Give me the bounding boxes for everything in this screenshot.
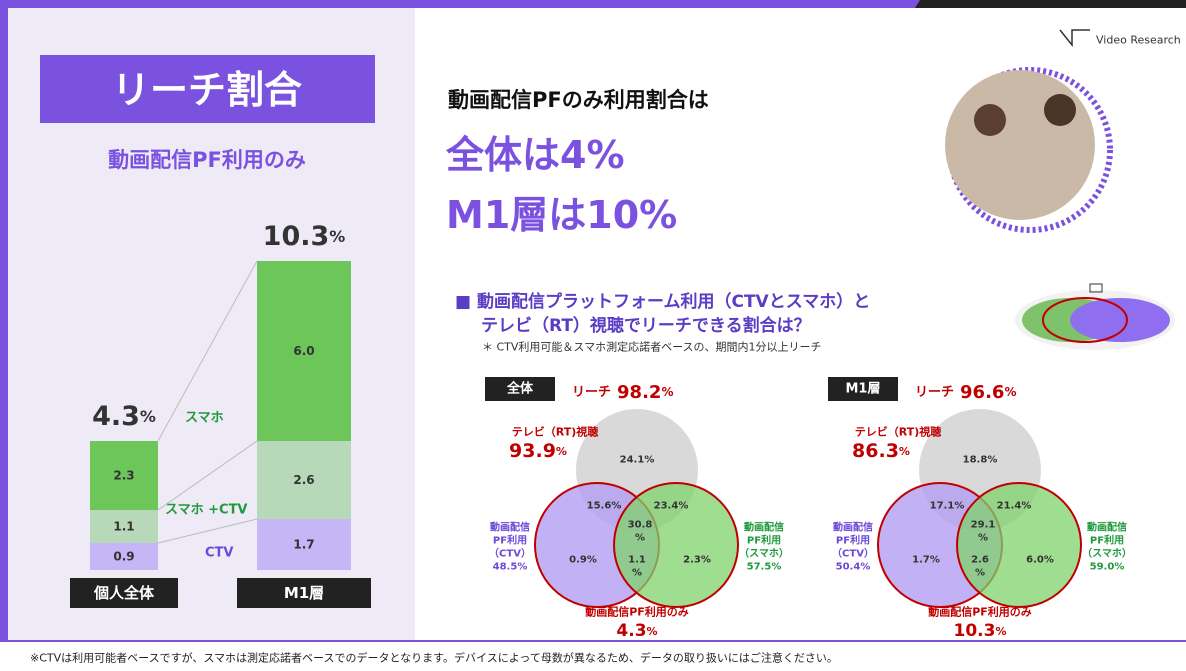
reach-value: 96.6 — [960, 382, 1004, 403]
slide: Video Research リーチ割合 動画配信PF利用のみ 動画配信PFのみ… — [0, 0, 1186, 671]
segment-label: 1.7 — [293, 538, 314, 552]
venn-text: （CTV） — [489, 547, 531, 560]
total-unit: % — [140, 407, 156, 426]
series-name: CTV — [205, 546, 233, 561]
section-note: ＊ CTV利用可能＆スマホ測定応諾者ベースの、期間内1分以上リーチ — [482, 340, 822, 354]
tv-number: 93.9 — [509, 440, 556, 462]
reach-label: リーチ — [915, 385, 954, 400]
venn-text: 1.7% — [912, 555, 940, 566]
venn-text: 動画配信 — [833, 521, 873, 534]
venn-text: 48.5% — [493, 562, 528, 573]
total-value: 10.3 — [263, 221, 330, 252]
headline-2: M1層は10% — [446, 193, 677, 237]
segment-label: 1.1 — [113, 520, 134, 534]
photo-shape — [974, 104, 1006, 136]
segment-label: 2.3 — [113, 469, 134, 483]
venn-text: PF利用 — [836, 534, 870, 547]
pf-number: 4.3 — [616, 621, 646, 641]
top-bar-dark — [915, 0, 1186, 8]
venn-text: 2.6 — [971, 555, 989, 566]
venn-text: 15.6% — [587, 501, 622, 512]
venn-text: 動画配信 — [490, 521, 530, 534]
venn-badge-label: 全体 — [506, 381, 534, 397]
venn-text: 50.4% — [836, 562, 871, 573]
bottom-rule — [0, 640, 1186, 642]
venn-text: 動画配信PF利用のみ — [928, 605, 1032, 619]
venn-badge-label: M1層 — [846, 382, 881, 397]
series-name: スマホ — [185, 411, 224, 426]
tv-unit: % — [899, 445, 910, 458]
pf-number: 10.3 — [954, 621, 996, 641]
venn-text: （スマホ） — [739, 547, 789, 560]
total-value: 4.3 — [92, 401, 140, 432]
title: リーチ割合 — [112, 68, 302, 112]
venn-text: PF利用 — [747, 534, 781, 547]
venn-text: 2.3% — [683, 555, 711, 566]
section-title: ■ 動画配信プラットフォーム利用（CTVとスマホ）と — [455, 291, 870, 312]
venn-text: % — [632, 568, 642, 579]
pf-unit: % — [995, 625, 1006, 638]
venn-text: % — [635, 533, 645, 544]
subtitle: 動画配信PF利用のみ — [108, 148, 306, 172]
reach-unit: % — [1004, 385, 1016, 399]
photo-shape — [1044, 94, 1076, 126]
segment-label: 2.6 — [293, 473, 314, 487]
section-title: テレビ（RT）視聴でリーチできる割合は？ — [481, 315, 811, 336]
venn-text: 29.1 — [971, 520, 996, 531]
left-bar — [0, 0, 8, 640]
reach-label: リーチ — [572, 385, 611, 400]
series-name: スマホ +CTV — [165, 503, 248, 518]
tv-number: 86.3 — [852, 440, 899, 462]
reach-value: 98.2 — [617, 382, 661, 403]
venn-text: 17.1% — [930, 501, 965, 512]
venn-text: PF利用 — [493, 534, 527, 547]
venn-text: 動画配信 — [1087, 521, 1127, 534]
reach: リーチ 98.2% — [572, 382, 673, 403]
category-label: 個人全体 — [93, 584, 155, 602]
venn-text: 動画配信PF利用のみ — [585, 605, 689, 619]
headline-lead: 動画配信PFのみ利用割合は — [448, 88, 709, 112]
photo — [945, 70, 1095, 220]
venn-text: （CTV） — [832, 547, 874, 560]
segment-label: 6.0 — [293, 344, 314, 358]
venn-text: 6.0% — [1026, 555, 1054, 566]
tv-unit: % — [556, 445, 567, 458]
category-label: M1層 — [284, 584, 324, 602]
venn-text: 23.4% — [654, 501, 689, 512]
icon-circle — [1070, 298, 1170, 342]
venn-text: 30.8 — [628, 520, 653, 531]
venn-text: % — [975, 568, 985, 579]
venn-text: 24.1% — [620, 455, 655, 466]
venn-text: 21.4% — [997, 501, 1032, 512]
venn-text: 1.1 — [628, 555, 646, 566]
venn-text: テレビ（RT)視聴 — [855, 425, 942, 439]
venn-text: 0.9% — [569, 555, 597, 566]
venn-text: 59.0% — [1090, 562, 1125, 573]
total-unit: % — [329, 227, 345, 246]
venn-text: 動画配信 — [744, 521, 784, 534]
footnote: ※CTVは利用可能者ベースですが、スマホは測定応諾者ベースでのデータとなります。… — [30, 651, 838, 665]
reach-unit: % — [661, 385, 673, 399]
headline-1: 全体は4% — [445, 133, 625, 177]
venn-text: PF利用 — [1090, 534, 1124, 547]
venn-text: 18.8% — [963, 455, 998, 466]
venn-text: 57.5% — [747, 562, 782, 573]
logo: Video Research — [1096, 34, 1181, 47]
venn-text: テレビ（RT)視聴 — [512, 425, 599, 439]
pf-unit: % — [647, 625, 658, 638]
reach: リーチ 96.6% — [915, 382, 1016, 403]
venn-text: % — [978, 533, 988, 544]
segment-label: 0.9 — [113, 550, 134, 564]
venn-text: （スマホ） — [1082, 547, 1132, 560]
